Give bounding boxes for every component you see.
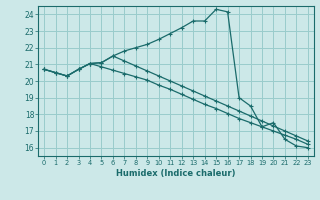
X-axis label: Humidex (Indice chaleur): Humidex (Indice chaleur): [116, 169, 236, 178]
